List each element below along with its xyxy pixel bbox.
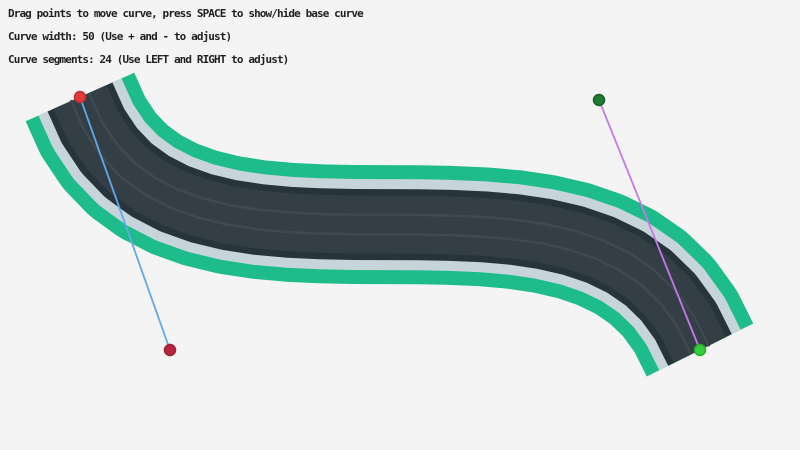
end-handle-line	[598, 99, 701, 351]
control-point-end-control[interactable]	[592, 93, 606, 107]
road-layer-asphalt-surface	[53, 85, 726, 363]
control-point-start-anchor[interactable]	[73, 90, 87, 104]
instruction-curve-segments: Curve segments: 24 (Use LEFT and RIGHT t…	[8, 53, 289, 66]
start-handle-line	[79, 96, 171, 351]
instructions-overlay: Drag points to move curve, press SPACE t…	[8, 2, 364, 71]
control-point-start-control[interactable]	[163, 343, 177, 357]
lane-line	[69, 99, 693, 355]
lane-line	[88, 93, 711, 347]
instruction-drag-hint: Drag points to move curve, press SPACE t…	[8, 7, 364, 20]
instruction-curve-width: Curve width: 50 (Use + and - to adjust)	[8, 30, 232, 43]
control-point-end-anchor[interactable]	[693, 343, 707, 357]
